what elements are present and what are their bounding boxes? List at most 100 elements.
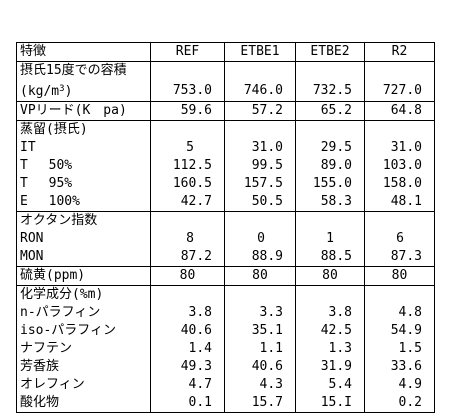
header-row: 特徴 REF ETBE1 ETBE2 R2: [16, 42, 435, 62]
chem-iso-paraffin-r2: 54.9: [364, 322, 435, 340]
chem-n-paraffin-ref: 3.8: [150, 304, 225, 322]
chem-aromatics-etbe2: 31.9: [295, 358, 365, 376]
sulfur-label: 硫黄(ppm): [16, 266, 151, 286]
distill-t95-etbe1: 157.5: [224, 175, 296, 193]
distill-t95-ref: 160.5: [150, 175, 225, 193]
chem-label-iso-paraffin: iso-パラフィン: [16, 322, 151, 340]
chem-olefin-etbe1: 4.3: [224, 376, 296, 394]
chem-label-oxygenate: 酸化物: [16, 394, 151, 413]
distill-t50-r2: 103.0: [364, 157, 435, 175]
density-row: (kg/m3) 753.0 746.0 732.5 727.0: [16, 80, 435, 102]
octane-mon-etbe1: 88.9: [224, 248, 296, 267]
distill-t95-etbe2: 155.0: [295, 175, 365, 193]
vp-row: VPリード(K pa) 59.6 57.2 65.2 64.8: [16, 101, 435, 121]
chem-oxygenate-r2: 0.2: [364, 394, 435, 413]
distill-label-t95: T 95%: [16, 175, 151, 193]
octane-label-ron: RON: [16, 230, 151, 248]
distill-title: 蒸留(摂氏): [16, 120, 151, 139]
vp-etbe1: 57.2: [224, 101, 296, 121]
chem-row-n-paraffin: n-パラフィン 3.8 3.3 3.8 4.8: [16, 304, 435, 322]
distill-label-t50: T 50%: [16, 157, 151, 175]
chem-iso-paraffin-etbe2: 42.5: [295, 322, 365, 340]
distill-it-etbe2: 29.5: [295, 139, 365, 157]
chem-n-paraffin-r2: 4.8: [364, 304, 435, 322]
distill-title-row: 蒸留(摂氏): [16, 120, 435, 139]
octane-title-row: オクタン指数: [16, 211, 435, 230]
col-header-etbe1: ETBE1: [224, 42, 296, 62]
chem-label-aromatics: 芳香族: [16, 358, 151, 376]
distill-t50-etbe2: 89.0: [295, 157, 365, 175]
octane-ron-ref: 8: [150, 230, 225, 248]
vp-label: VPリード(K pa): [16, 101, 151, 121]
col-header-etbe2: ETBE2: [295, 42, 365, 62]
vp-ref: 59.6: [150, 101, 225, 121]
density-label-line2: (kg/m3): [16, 80, 151, 102]
distill-row-e100: E 100% 42.7 50.5 58.3 48.1: [16, 193, 435, 212]
sulfur-r2: 80: [364, 266, 435, 286]
density-ref: 753.0: [150, 80, 225, 102]
col-header-r2: R2: [364, 42, 435, 62]
chem-title-row: 化学成分(%m): [16, 285, 435, 304]
chem-row-olefin: オレフィン 4.7 4.3 5.4 4.9: [16, 376, 435, 394]
chem-naphthene-r2: 1.5: [364, 340, 435, 358]
chem-olefin-etbe2: 5.4: [295, 376, 365, 394]
distill-row-t50: T 50% 112.5 99.5 89.0 103.0: [16, 157, 435, 175]
octane-mon-ref: 87.2: [150, 248, 225, 267]
chem-row-aromatics: 芳香族 49.3 40.6 31.9 33.6: [16, 358, 435, 376]
distill-t50-ref: 112.5: [150, 157, 225, 175]
density-label-line1: 摂氏15度での容積: [16, 61, 151, 80]
chem-label-naphthene: ナフテン: [16, 340, 151, 358]
chem-aromatics-etbe1: 40.6: [224, 358, 296, 376]
density-etbe2: 732.5: [295, 80, 365, 102]
fuel-properties-table-wrap: 特徴 REF ETBE1 ETBE2 R2 摂氏15度での容積 (kg/m3) …: [16, 42, 435, 413]
chem-naphthene-ref: 1.4: [150, 340, 225, 358]
sulfur-ref: 80: [150, 266, 225, 286]
chem-label-n-paraffin: n-パラフィン: [16, 304, 151, 322]
octane-label-mon: MON: [16, 248, 151, 267]
chem-naphthene-etbe2: 1.3: [295, 340, 365, 358]
distill-t95-r2: 158.0: [364, 175, 435, 193]
chem-iso-paraffin-etbe1: 35.1: [224, 322, 296, 340]
header-label: 特徴: [16, 42, 151, 62]
octane-mon-etbe2: 88.5: [295, 248, 365, 267]
distill-it-ref: 5: [150, 139, 225, 157]
distill-e100-r2: 48.1: [364, 193, 435, 212]
distill-row-it: IT 5 31.0 29.5 31.0: [16, 139, 435, 157]
distill-t50-etbe1: 99.5: [224, 157, 296, 175]
octane-row-mon: MON 87.2 88.9 88.5 87.3: [16, 248, 435, 267]
sulfur-etbe1: 80: [224, 266, 296, 286]
chem-oxygenate-etbe2: 15.I: [295, 394, 365, 413]
chem-oxygenate-ref: 0.1: [150, 394, 225, 413]
chem-olefin-ref: 4.7: [150, 376, 225, 394]
distill-row-t95: T 95% 160.5 157.5 155.0 158.0: [16, 175, 435, 193]
octane-mon-r2: 87.3: [364, 248, 435, 267]
octane-title: オクタン指数: [16, 211, 151, 230]
sulfur-etbe2: 80: [295, 266, 365, 286]
density-etbe1: 746.0: [224, 80, 296, 102]
distill-label-e100: E 100%: [16, 193, 151, 212]
octane-ron-r2: 6: [364, 230, 435, 248]
chem-olefin-r2: 4.9: [364, 376, 435, 394]
chem-row-naphthene: ナフテン 1.4 1.1 1.3 1.5: [16, 340, 435, 358]
chem-label-olefin: オレフィン: [16, 376, 151, 394]
sulfur-row: 硫黄(ppm) 80 80 80 80: [16, 266, 435, 286]
chem-row-oxygenate: 酸化物 0.1 15.7 15.I 0.2: [16, 394, 435, 413]
distill-label-it: IT: [16, 139, 151, 157]
chem-iso-paraffin-ref: 40.6: [150, 322, 225, 340]
chem-n-paraffin-etbe1: 3.3: [224, 304, 296, 322]
octane-ron-etbe1: 0: [224, 230, 296, 248]
chem-aromatics-r2: 33.6: [364, 358, 435, 376]
chem-aromatics-ref: 49.3: [150, 358, 225, 376]
chem-row-iso-paraffin: iso-パラフィン 40.6 35.1 42.5 54.9: [16, 322, 435, 340]
distill-it-r2: 31.0: [364, 139, 435, 157]
vp-etbe2: 65.2: [295, 101, 365, 121]
chem-title: 化学成分(%m): [16, 285, 151, 304]
distill-e100-etbe2: 58.3: [295, 193, 365, 212]
chem-naphthene-etbe1: 1.1: [224, 340, 296, 358]
density-r2: 727.0: [364, 80, 435, 102]
octane-row-ron: RON 8 0 1 6: [16, 230, 435, 248]
fuel-properties-table: 特徴 REF ETBE1 ETBE2 R2 摂氏15度での容積 (kg/m3) …: [16, 42, 435, 413]
col-header-ref: REF: [150, 42, 225, 62]
distill-e100-ref: 42.7: [150, 193, 225, 212]
vp-r2: 64.8: [364, 101, 435, 121]
